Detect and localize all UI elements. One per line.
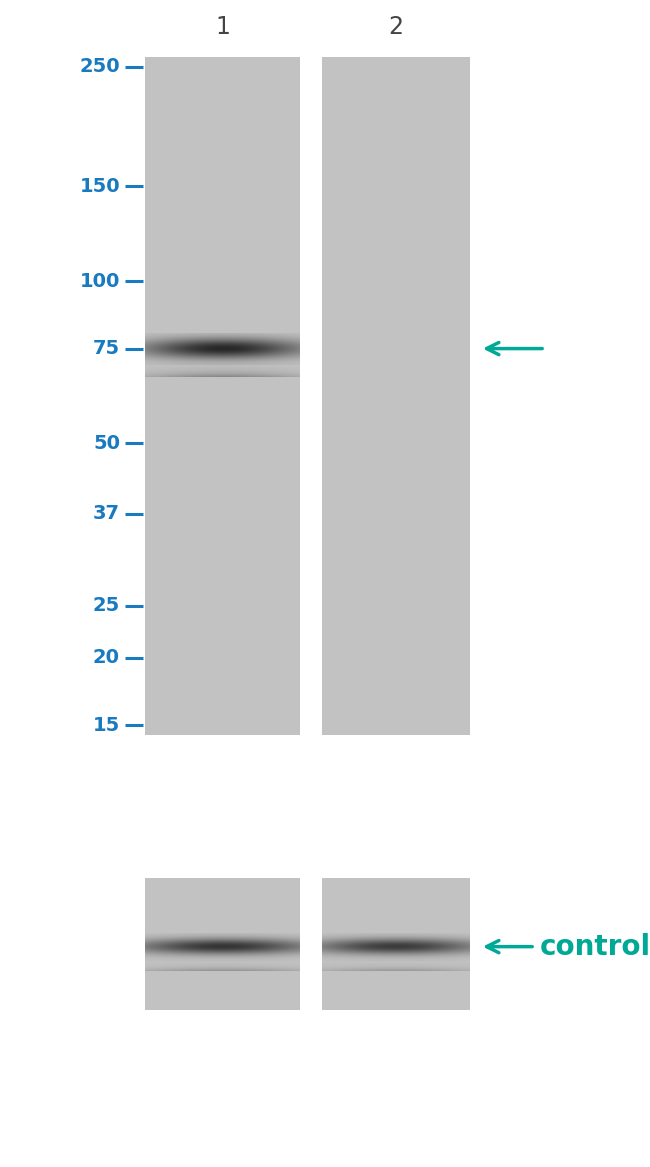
Text: control: control	[540, 932, 650, 960]
Text: 100: 100	[79, 272, 120, 291]
Text: 2: 2	[389, 15, 404, 39]
Text: 1: 1	[215, 15, 230, 39]
Text: 250: 250	[79, 57, 120, 77]
Text: 150: 150	[79, 177, 120, 196]
Bar	[322, 57, 470, 735]
Text: 20: 20	[93, 648, 120, 668]
Text: 15: 15	[93, 715, 120, 734]
Text: 37: 37	[93, 504, 120, 523]
Text: 50: 50	[93, 434, 120, 453]
Bar	[145, 878, 300, 1009]
Bar	[322, 878, 470, 1009]
Text: 25: 25	[93, 596, 120, 615]
Bar	[145, 57, 300, 735]
Text: 75: 75	[93, 340, 120, 358]
